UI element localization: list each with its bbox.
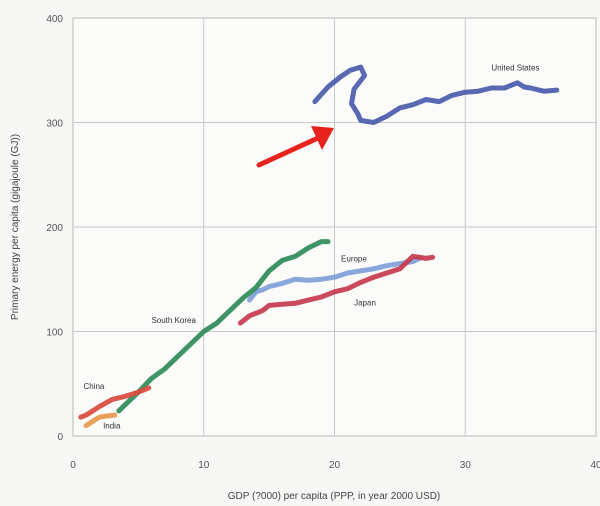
red-arrow: [256, 126, 334, 168]
y-tick-label: 200: [46, 223, 63, 234]
y-tick-label: 400: [46, 14, 63, 25]
series-line-united-states: [312, 64, 560, 125]
x-axis-label: GDP (?000) per capita (PPP, in year 2000…: [228, 491, 441, 502]
series-line-europe: [247, 255, 422, 303]
series-line-japan: [237, 253, 436, 326]
series-line-china: [78, 385, 152, 420]
x-tick-label: 10: [198, 460, 210, 471]
series-label-china: China: [83, 382, 104, 391]
x-tick-label: 0: [70, 460, 76, 471]
data-series: [78, 64, 560, 429]
red-arrowhead-icon: [311, 126, 334, 150]
x-tick-label: 20: [329, 460, 341, 471]
series-label-south-korea: South Korea: [151, 316, 196, 325]
grid-lines: [73, 18, 596, 436]
series-label-india: India: [103, 422, 121, 431]
red-arrow-shaft: [256, 135, 321, 168]
y-tick-label: 0: [57, 432, 63, 443]
y-tick-label: 300: [46, 119, 63, 130]
series-line-south-korea: [116, 239, 331, 414]
series-label-united-states: United States: [491, 63, 539, 72]
series-line-india: [83, 412, 118, 429]
series-label-europe: Europe: [341, 254, 367, 263]
y-axis-label: Primary energy per capita (gigajoule (GJ…: [10, 134, 21, 320]
series-labels: United States Europe Japan South Korea China…: [83, 63, 539, 430]
y-tick-label: 100: [46, 328, 63, 339]
series-label-japan: Japan: [354, 298, 376, 307]
x-tick-label: 30: [460, 460, 472, 471]
x-tick-label: 40: [590, 460, 600, 471]
